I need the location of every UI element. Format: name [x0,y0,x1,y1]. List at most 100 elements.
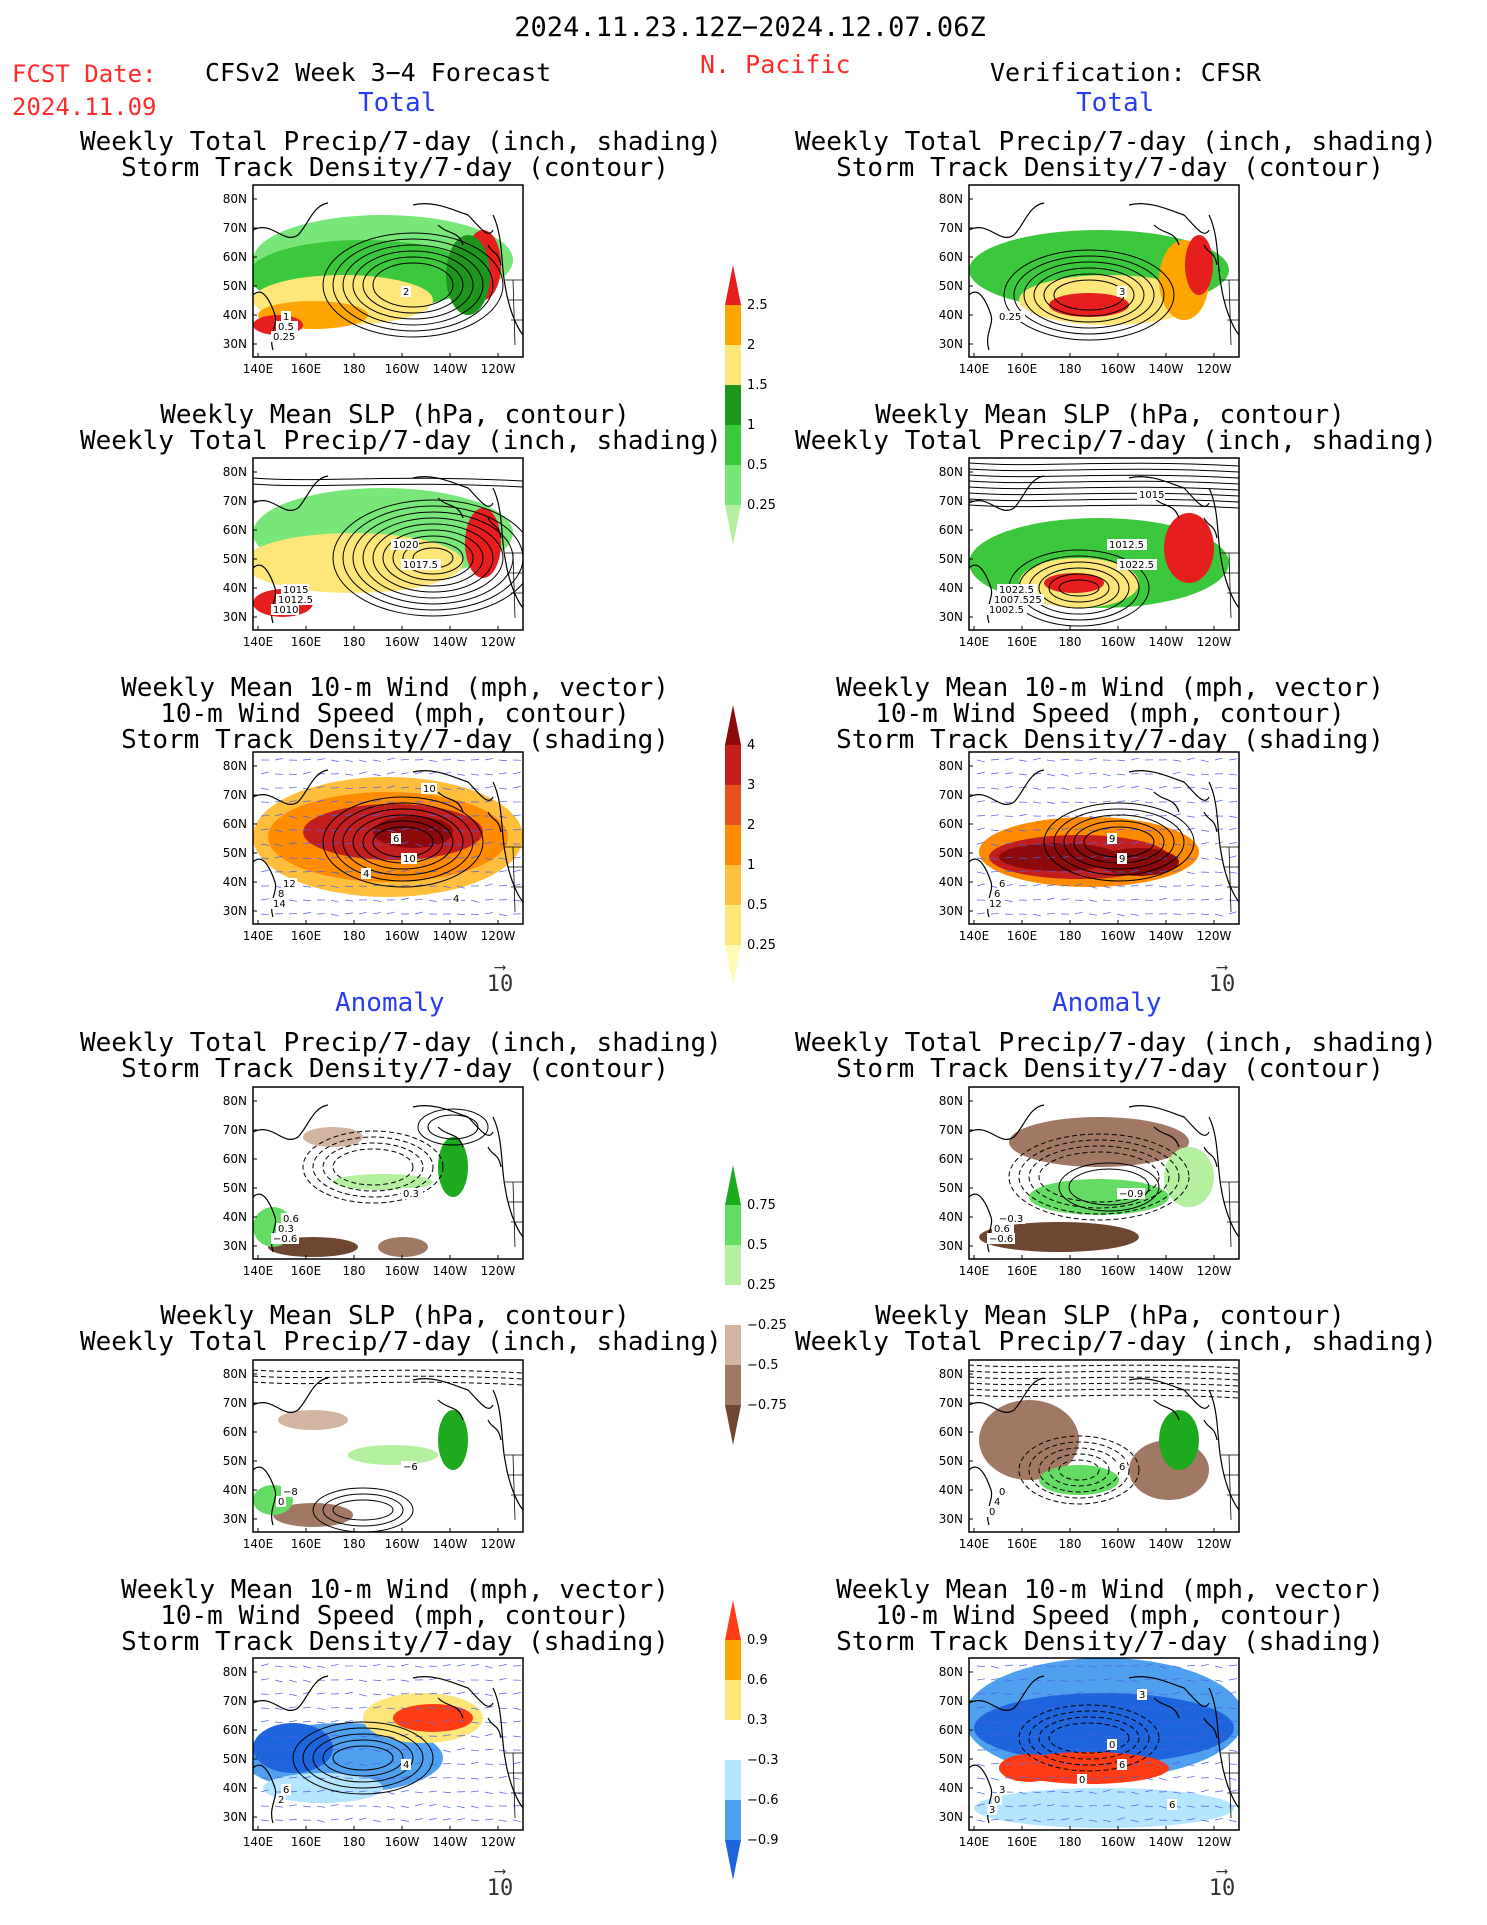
wind-vector [976,1665,986,1667]
wind-vector [316,1819,325,1823]
lon-label: 140W [1149,635,1184,649]
coastline [437,224,464,246]
contour-line [253,1369,523,1374]
wind-vector [344,1720,353,1723]
wind-vector [1004,913,1014,915]
wind-vector [274,1805,283,1808]
date-range-title: 2024.11.23.12Z−2024.12.07.06Z [514,12,986,43]
lon-label: 140W [1149,1264,1184,1278]
lon-label: 140E [959,635,990,649]
wind-vector [1200,1749,1210,1751]
title-r1-right-1: Weekly Total Precip/7-day (inch, shading… [795,127,1437,157]
lat-label: 50N [223,552,247,566]
wind-vector [1158,1665,1167,1669]
contour-label: 0 [1109,1740,1115,1751]
wind-vector [456,1805,465,1809]
wind-vector [372,912,381,915]
contour-label-bg [992,1223,1014,1234]
lat-label: 70N [939,1694,963,1708]
wind-vector [1228,1777,1237,1781]
coastline [1153,1697,1180,1719]
wind-vector [358,911,367,915]
contour-label: 6 [283,1785,289,1796]
lon-label: 140E [243,929,274,943]
wind-vector [1018,843,1027,847]
colorbar-precip-total: 0.25 0.5 1 1.5 2 2.5 [725,265,776,545]
lat-label: 40N [939,581,963,595]
wind-vector [260,1819,269,1822]
contour-label: −0.9 [1119,1189,1143,1200]
wind-vector [498,1692,507,1695]
lat-label: 30N [223,1810,247,1824]
wind-vector [1228,758,1237,761]
wind-vector [1046,1679,1055,1682]
lon-label: 180 [343,1264,366,1278]
wind-vector [1032,1777,1041,1780]
wind-vector [1186,801,1195,804]
state-boundary [505,1454,523,1521]
wind-vector [1228,911,1237,915]
title-r3-left-2: 10-m Wind Speed (mph, contour) [160,699,630,729]
wind-vector [456,759,465,762]
wind-vector [1200,898,1209,901]
wind-vector [1144,884,1153,887]
wind-vector [1018,870,1027,873]
wind-vector [330,1748,339,1751]
wind-vector [470,1761,479,1765]
contour-label: 1007.525 [994,595,1042,606]
contour-label: 3 [1119,287,1125,298]
wind-vector [1074,801,1083,804]
contour-line [1043,802,1195,882]
shade-region [1049,293,1129,317]
contour-line [969,486,1239,491]
contour-line [392,535,474,581]
lat-label: 60N [223,250,247,264]
colorbar-label: 0.3 [747,1713,768,1728]
wind-vector [442,787,451,791]
wind-vector [1116,1679,1125,1682]
coastline [1203,517,1218,539]
wind-vector [372,1663,381,1667]
wind-vector [1228,787,1238,789]
coastline [1128,1105,1210,1136]
wind-vector [976,841,985,845]
coastline [437,791,464,813]
lon-label: 140W [433,1835,468,1849]
wind-vector [1088,842,1097,845]
map-frame [968,1657,1240,1831]
wind-vector [260,898,269,901]
wind-vector [484,1776,493,1779]
lon-label: 160W [385,1835,420,1849]
contour-line [302,1727,424,1789]
wind-vector [1172,1761,1181,1765]
contour-line [402,541,464,575]
wind-vector [428,1817,437,1821]
lon-label: 140E [243,1537,274,1551]
contour-line [332,1148,414,1186]
colorbar-label: 0.25 [747,938,776,953]
wind-vector [1046,856,1055,859]
colorbar-segment [725,505,741,545]
lat-label: 50N [223,279,247,293]
map-verification-slp-total: 1022.51022.51007.5251002.51012.5101580N7… [939,457,1240,649]
wind-vector [1144,1777,1153,1781]
wind-vector [1102,1789,1111,1793]
coastline [969,202,1045,238]
wind-vector [1214,841,1223,845]
lat-label: 60N [223,1723,247,1737]
colorbar-label: 0.75 [747,1198,776,1213]
state-boundary [1221,1181,1239,1248]
wind-vector [414,884,423,887]
colorbar-segment [725,745,741,785]
wind-vector [1088,913,1097,916]
wind-vector [316,857,325,861]
coastline [969,1675,1045,1711]
wind-vector [260,1678,269,1681]
contour-label: 6 [1119,1760,1125,1771]
lat-label: 30N [223,904,247,918]
wind-vector [990,1691,999,1695]
wind-vector [498,1677,507,1681]
contour-label: 9 [1109,834,1115,845]
wind-vector [470,829,479,833]
fcst-date-value: 2024.11.09 [12,93,157,121]
